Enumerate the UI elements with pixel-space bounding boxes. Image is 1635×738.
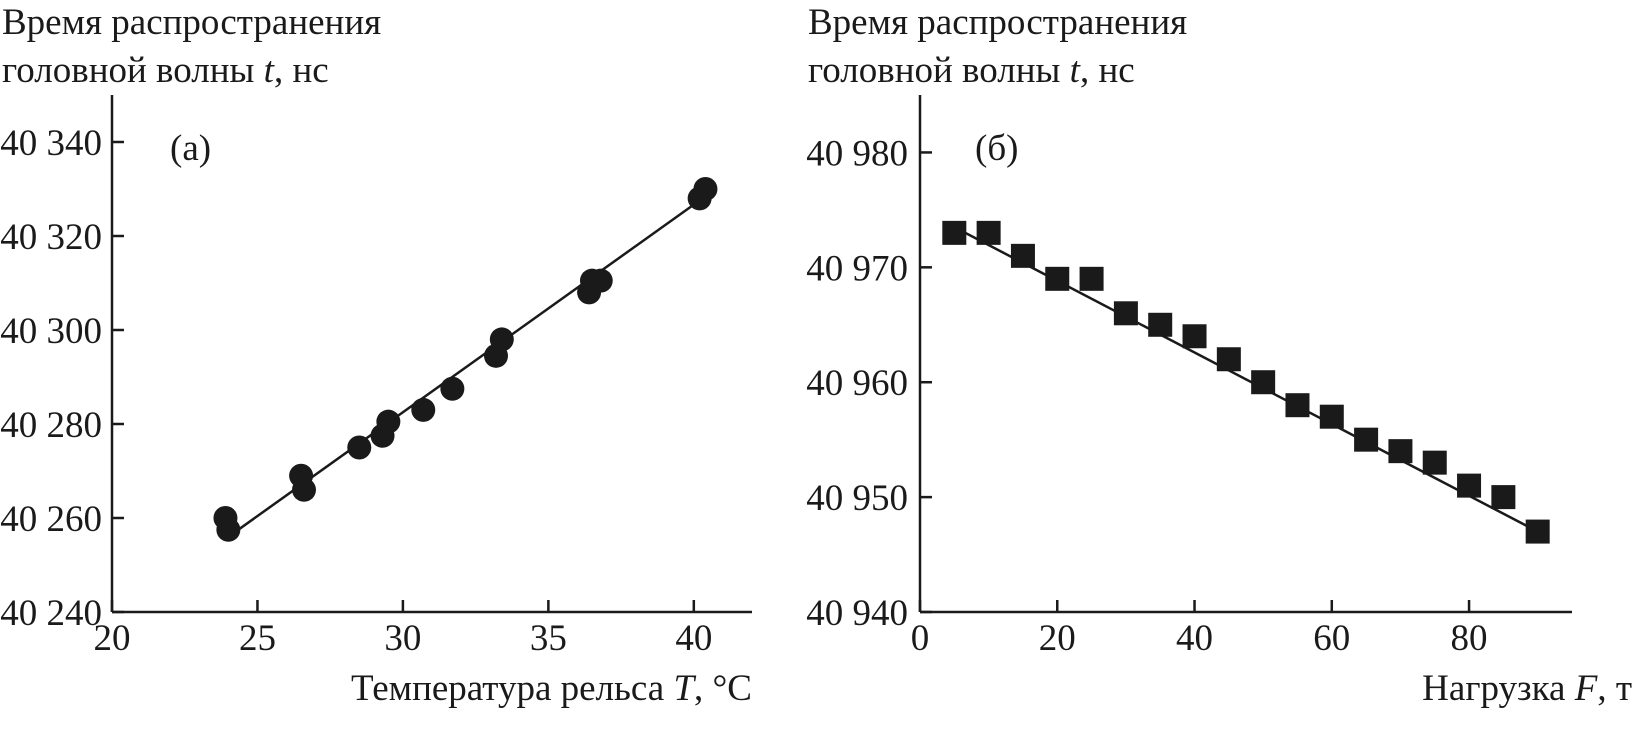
y-axis-title-line2: головной волны t, нс [808, 50, 1135, 91]
data-point [1148, 312, 1173, 337]
panel-label: (б) [975, 128, 1018, 169]
y-axis-title-line1: Время распространения [808, 2, 1187, 43]
data-point [216, 517, 241, 542]
x-tick-label: 80 [1451, 618, 1488, 659]
data-point [1216, 347, 1241, 372]
chart-a-svg: Время распространения головной волны t, … [0, 2, 752, 709]
data-point [1491, 485, 1516, 510]
data-point [292, 477, 316, 502]
y-axis-title-line2: головной волны t, нс [2, 50, 329, 91]
y-tick-label: 40 280 [0, 405, 102, 446]
panel-label: (а) [170, 128, 211, 169]
y-tick-label: 40 940 [806, 593, 908, 634]
y-axis-title-line1: Время распространения [2, 2, 381, 43]
y-tick-label: 40 260 [0, 499, 102, 540]
data-point [1354, 427, 1379, 452]
data-point [1182, 324, 1207, 349]
chart-panel-a: Время распространения головной волны t, … [0, 0, 800, 738]
x-axis-title: Температура рельса T, °C [351, 668, 752, 709]
y-tick-label: 40 300 [0, 311, 102, 352]
y-tick-label: 40 960 [806, 363, 908, 404]
data-point [1525, 519, 1550, 544]
x-tick-label: 35 [530, 618, 567, 659]
data-point [489, 327, 514, 352]
data-point [1079, 266, 1104, 291]
data-point [1251, 370, 1276, 395]
x-tick-label: 30 [384, 618, 421, 659]
data-point [1319, 404, 1344, 429]
x-tick-label: 40 [1176, 618, 1213, 659]
y-tick-label: 40 340 [0, 123, 102, 164]
y-tick-label: 40 950 [806, 478, 908, 519]
data-point [942, 220, 967, 245]
y-tick-label: 40 320 [0, 217, 102, 258]
x-tick-label: 0 [911, 618, 930, 659]
y-tick-label: 40 970 [806, 248, 908, 289]
data-point [976, 220, 1001, 245]
x-axis-title: Нагрузка F, т [1422, 668, 1632, 709]
data-point [1113, 301, 1138, 326]
x-tick-label: 20 [94, 618, 131, 659]
y-tick-label: 40 240 [0, 593, 102, 634]
x-tick-label: 20 [1039, 618, 1076, 659]
chart-panel-b: Время распространения головной волны t, … [800, 0, 1635, 738]
y-tick-label: 40 980 [806, 133, 908, 174]
data-point [1010, 243, 1035, 268]
chart-b-svg: Время распространения головной волны t, … [806, 2, 1632, 709]
data-point [376, 409, 401, 434]
data-point [1045, 266, 1070, 291]
data-point [1285, 393, 1310, 418]
x-tick-label: 60 [1313, 618, 1350, 659]
data-point [411, 397, 436, 422]
fit-line [953, 226, 1539, 533]
data-point [1422, 450, 1447, 475]
data-point [693, 177, 718, 201]
data-point [1457, 473, 1482, 498]
x-tick-label: 40 [675, 618, 712, 659]
x-tick-label: 25 [239, 618, 276, 659]
data-point [1388, 439, 1413, 464]
data-point [588, 268, 613, 293]
data-point [440, 376, 465, 401]
data-point [347, 435, 372, 460]
